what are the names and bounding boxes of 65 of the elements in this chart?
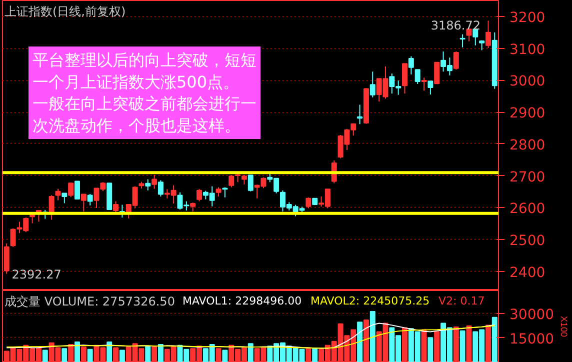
y-tick-label: 2800 [510, 137, 546, 154]
y-tick-label: 30000 [510, 306, 554, 323]
annotation: 平台整理以后的向上突破，短短一个月上证指数大涨500点。一般在向上突破之前都会进行一次洗盘动作，个股也是这样。 [32, 50, 256, 136]
candlestick [216, 186, 222, 197]
bar [158, 344, 164, 362]
candlestick [158, 180, 164, 197]
y-tick-label: 2900 [510, 106, 546, 122]
candlestick [48, 194, 54, 220]
candlestick [421, 77, 427, 92]
chart-title: 成交量 VOLUME: 2757326.50 [4, 294, 175, 308]
y-tick-label: 2600 [510, 201, 546, 218]
annotation: 3186.72 [430, 18, 481, 33]
y-tick-label: 3100 [510, 42, 546, 58]
annotation: V2: 0.17 [438, 294, 485, 308]
candlestick [472, 28, 478, 46]
bar [74, 342, 80, 362]
chart-title: 上证指数(日线,前复权) [4, 4, 126, 18]
y-tick-label: 2400 [510, 264, 546, 281]
candlestick [434, 62, 440, 84]
candlestick [408, 56, 414, 75]
text: MAVOL1: 2298496.00 [182, 294, 302, 308]
candlestick [87, 193, 93, 206]
bar [357, 322, 363, 362]
bar [370, 310, 376, 362]
text: MAVOL2: 2245075.25 [310, 294, 430, 308]
candlestick [222, 186, 228, 198]
bar [428, 337, 434, 362]
candlestick [113, 200, 119, 214]
y-tick-label: 3000 [510, 74, 546, 90]
candlestick [485, 20, 491, 48]
bar [312, 348, 318, 362]
candlestick [370, 71, 376, 98]
bar [492, 316, 498, 362]
candlestick [145, 178, 151, 191]
candlestick [74, 180, 80, 200]
bar [222, 350, 228, 362]
y-tick-label: 3200 [510, 10, 546, 26]
candlestick [80, 194, 86, 212]
bar [145, 346, 151, 362]
candlestick [460, 34, 466, 48]
candlestick [68, 182, 74, 198]
bar [119, 350, 125, 362]
candlestick [248, 174, 254, 192]
candlestick [62, 192, 68, 204]
y-axis-title: X100 [559, 316, 570, 338]
bar [460, 330, 466, 362]
candlestick [55, 188, 61, 201]
candlestick [306, 196, 312, 209]
candlestick [414, 69, 420, 84]
bar [42, 350, 48, 362]
y-tick-label: 2500 [510, 233, 546, 250]
bar [62, 348, 68, 362]
bar [87, 348, 93, 362]
y-tick-label: 15000 [510, 331, 554, 348]
candlestick [357, 104, 363, 125]
candlestick [453, 50, 459, 70]
annotation: 2392.27 [12, 267, 62, 282]
bar [106, 342, 112, 362]
candlestick [428, 80, 434, 96]
candlestick [152, 174, 158, 190]
y-tick-label: 2700 [510, 169, 546, 186]
candlestick [196, 188, 202, 202]
bar [248, 343, 254, 362]
candlestick [241, 174, 247, 185]
candlestick [402, 63, 408, 94]
